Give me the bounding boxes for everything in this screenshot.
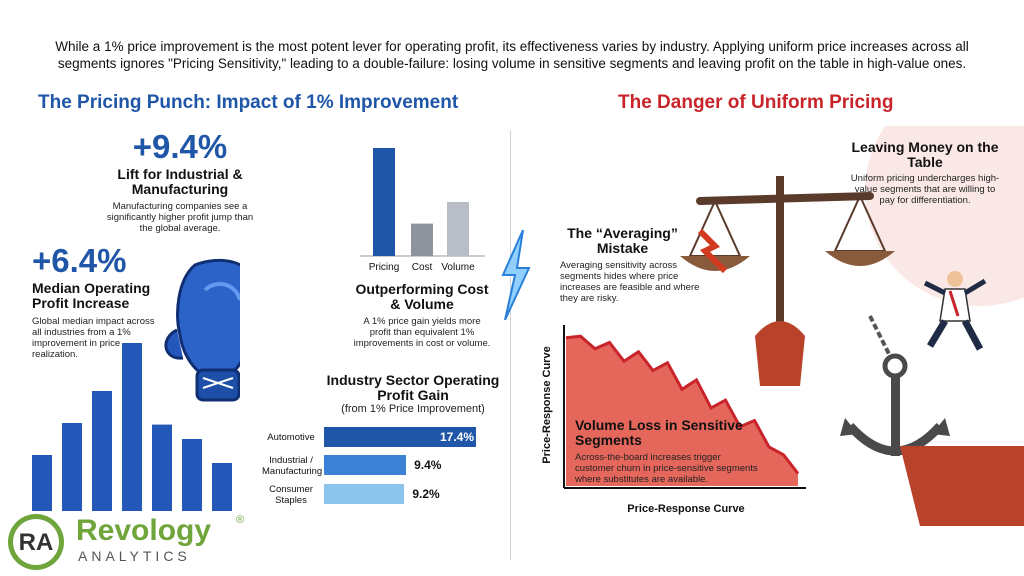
outperform-tick-label: Cost [412, 262, 433, 273]
volume-heading: Volume Loss in Sensitive Segments [575, 417, 743, 448]
logo-name: Revology [76, 514, 212, 547]
outperform-tick-label: Volume [441, 262, 475, 273]
rock-pillar [755, 321, 805, 386]
stat-industrial-text: Manufacturing companies see a significan… [106, 201, 254, 234]
volume-text: Across-the-board increases trigger custo… [575, 452, 758, 485]
sector-bar [324, 455, 407, 475]
averaging-heading: The “Averaging” Mistake [567, 225, 678, 256]
stat-median-text: Global median impact across all industri… [32, 316, 155, 360]
anchor-icon [840, 315, 950, 456]
sector-bar [324, 484, 405, 504]
boxing-glove-icon [164, 258, 240, 402]
logo-initials: RA [19, 529, 54, 556]
volume-block: Volume Loss in Sensitive Segments Across… [575, 417, 765, 486]
logo-registered: ® [236, 514, 245, 526]
deco-bar [92, 391, 112, 511]
outperform-tick-label: Pricing [369, 262, 400, 273]
money-halo [865, 126, 1024, 306]
curve-line [565, 334, 800, 475]
averaging-block: The “Averaging” Mistake Averaging sensit… [560, 225, 700, 305]
punch-illustration [32, 258, 240, 511]
sector-bar [324, 427, 476, 447]
sector-chart-header: Industry Sector Operating Profit Gain (f… [318, 373, 508, 415]
falling-man-icon [923, 271, 987, 351]
outperform-bar-cost [411, 223, 433, 256]
curve-area [566, 336, 798, 486]
stat-industrial: +9.4% Lift for Industrial & Manufacturin… [80, 128, 280, 235]
deco-bar [32, 455, 52, 511]
logo-mark-icon: RA [8, 514, 64, 570]
sector-category-label: Consumer Staples [269, 484, 313, 506]
sector-value-label: 9.2% [412, 487, 440, 501]
sector-category-label: Industrial / Manufacturing [262, 455, 323, 477]
stat-industrial-heading: Lift for Industrial & Manufacturing [117, 166, 243, 197]
outperform-text: A 1% price gain yields more profit than … [353, 316, 491, 349]
sector-value-label: 17.4% [440, 430, 475, 444]
deco-bar [62, 423, 82, 511]
outperform-heading: Outperforming Cost & Volume [355, 281, 489, 312]
sector-chart-title: Industry Sector Operating Profit Gain [326, 372, 500, 403]
money-text: Uniform pricing undercharges high-value … [850, 173, 1000, 206]
left-section-title: The Pricing Punch: Impact of 1% Improvem… [38, 92, 459, 113]
logo-tagline: ANALYTICS [78, 548, 191, 564]
outperform-bar-pricing [373, 148, 395, 256]
money-heading: Leaving Money on the Table [851, 139, 999, 170]
curve-y-label: Price-Response Curve [541, 346, 553, 463]
outperform-block: Outperforming Cost & Volume A 1% price g… [352, 281, 492, 350]
stat-median: +6.4% Median Operating Profit Increase G… [32, 242, 172, 361]
averaging-text: Averaging sensitivity across segments hi… [560, 260, 700, 304]
deco-bar [122, 343, 142, 511]
cliff-rock [900, 446, 1024, 526]
money-block: Leaving Money on the Table Uniform prici… [850, 139, 1000, 207]
outperform-chart: Pricing Cost Volume [360, 148, 485, 273]
uniform-pricing-illustration [680, 126, 1024, 526]
sector-chart: Automotive 17.4% Industrial / Manufacturin… [262, 424, 512, 514]
stat-median-heading: Median Operating Profit Increase [32, 280, 151, 311]
deco-bar [182, 439, 202, 511]
curve-x-label: Price-Response Curve [627, 503, 744, 515]
intro-text: While a 1% price improvement is the most… [55, 39, 969, 71]
deco-bar [152, 424, 172, 511]
right-section-title: The Danger of Uniform Pricing [618, 92, 894, 113]
stat-industrial-value: +9.4% [132, 128, 228, 165]
lightning-icon [501, 230, 531, 320]
deco-bar [212, 463, 232, 511]
price-response-chart: Price-Response Curve Price-Response Curv… [541, 325, 806, 515]
sector-category-label: Automotive [267, 432, 315, 443]
outperform-bar-volume [447, 202, 469, 256]
revology-logo: RA Revology ® ANALYTICS [6, 512, 251, 572]
section-divider [510, 130, 511, 560]
balance-scale-icon [680, 176, 895, 386]
sector-value-label: 9.4% [414, 458, 442, 472]
stat-median-value: +6.4% [32, 242, 127, 279]
sector-chart-subtitle: (from 1% Price Improvement) [341, 403, 485, 415]
